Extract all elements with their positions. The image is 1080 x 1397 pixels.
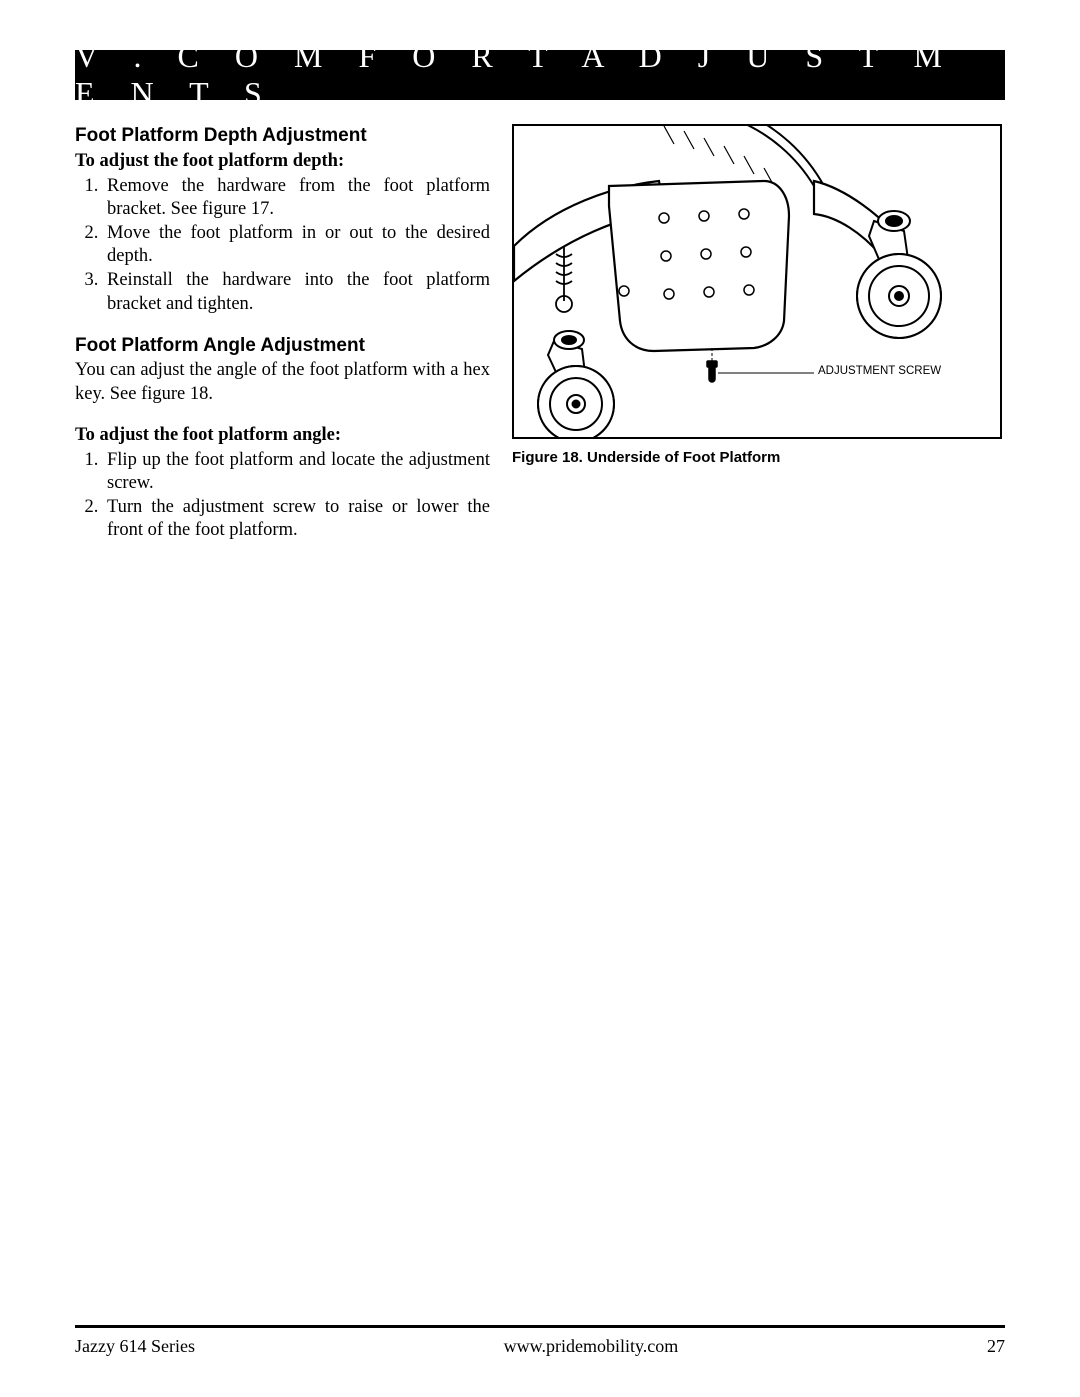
footer-rule — [75, 1325, 1005, 1328]
callout-adjustment-screw: ADJUSTMENT SCREW — [818, 365, 941, 377]
figure-18: ADJUSTMENT SCREW — [512, 124, 1002, 439]
footer-row: Jazzy 614 Series www.pridemobility.com 2… — [75, 1336, 1005, 1357]
list-item: Turn the adjustment screw to raise or lo… — [103, 496, 490, 542]
list-item: Reinstall the hardware into the foot pla… — [103, 269, 490, 315]
figure-caption: Figure 18. Underside of Foot Platform — [512, 449, 1002, 466]
content-area: Foot Platform Depth Adjustment To adjust… — [75, 124, 1005, 560]
section-heading-depth: Foot Platform Depth Adjustment — [75, 124, 490, 148]
figure-column: ADJUSTMENT SCREW Figure 18. Underside of… — [512, 124, 1002, 560]
list-item: Remove the hardware from the foot platfo… — [103, 175, 490, 221]
subheading-angle: To adjust the foot platform angle: — [75, 424, 490, 447]
foot-platform-illustration — [514, 126, 1002, 439]
subheading-depth: To adjust the foot platform depth: — [75, 150, 490, 173]
page-footer: Jazzy 614 Series www.pridemobility.com 2… — [75, 1325, 1005, 1357]
footer-url: www.pridemobility.com — [504, 1336, 679, 1357]
chapter-title-bar: V . C O M F O R T A D J U S T M E N T S — [75, 50, 1005, 100]
text-column: Foot Platform Depth Adjustment To adjust… — [75, 124, 490, 560]
chapter-title: V . C O M F O R T A D J U S T M E N T S — [75, 38, 1005, 112]
steps-list-angle: Flip up the foot platform and locate the… — [75, 449, 490, 543]
intro-text-angle: You can adjust the angle of the foot pla… — [75, 359, 490, 405]
section-heading-angle: Foot Platform Angle Adjustment — [75, 334, 490, 358]
steps-list-depth: Remove the hardware from the foot platfo… — [75, 175, 490, 316]
footer-page-number: 27 — [987, 1336, 1005, 1357]
footer-product: Jazzy 614 Series — [75, 1336, 195, 1357]
list-item: Move the foot platform in or out to the … — [103, 222, 490, 268]
list-item: Flip up the foot platform and locate the… — [103, 449, 490, 495]
manual-page: V . C O M F O R T A D J U S T M E N T S … — [0, 0, 1080, 1397]
